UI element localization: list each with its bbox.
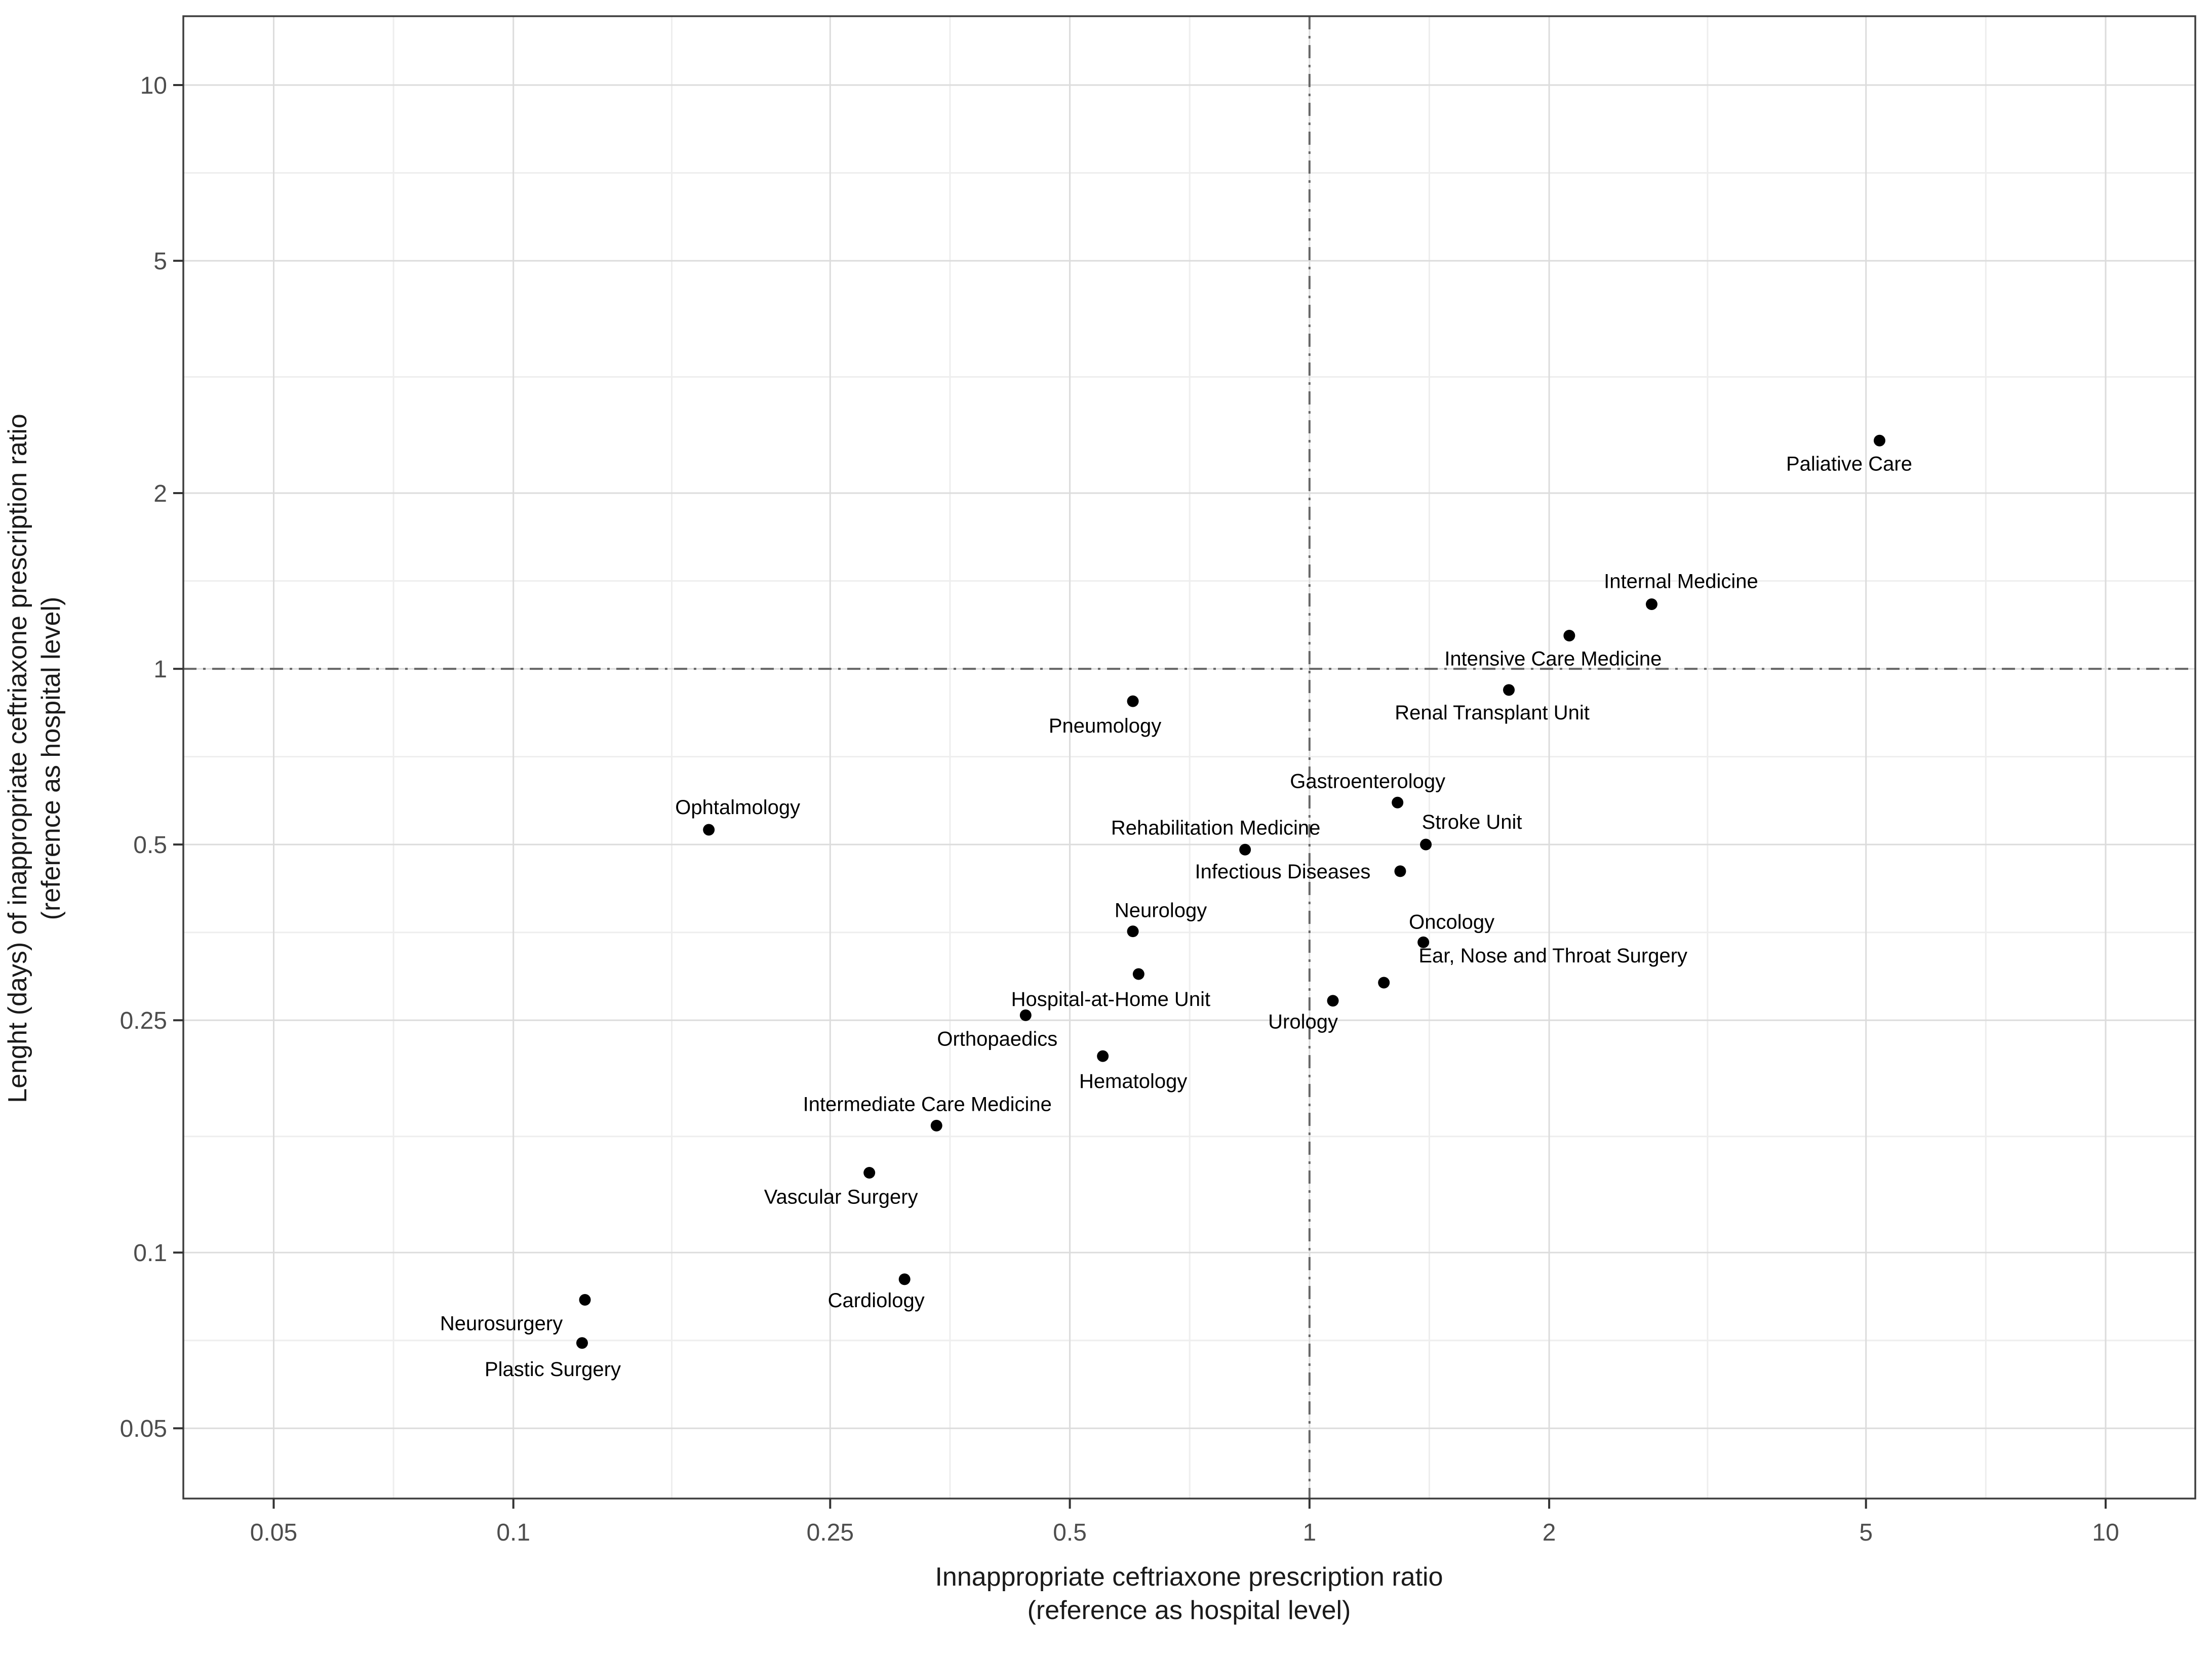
point-label: Intensive Care Medicine — [1444, 648, 1662, 670]
reference-lines — [183, 16, 2195, 1499]
point-label: Neurology — [1115, 900, 1207, 922]
y-axis-title: Lenght (days) of inappropriate ceftriaxo… — [3, 414, 66, 1103]
data-point — [1503, 684, 1515, 696]
data-points — [576, 434, 1885, 1349]
data-point — [1417, 936, 1430, 948]
point-label: Ophtalmology — [675, 796, 800, 819]
y-axis-title-line2: (reference as hospital level) — [36, 597, 66, 920]
axis-ticks — [173, 84, 2107, 1509]
y-tick-label: 2 — [153, 480, 167, 507]
data-point — [1127, 925, 1139, 938]
y-tick-label: 0.5 — [133, 832, 167, 859]
y-tick-label: 0.1 — [133, 1240, 167, 1267]
data-point — [1392, 796, 1404, 809]
point-label: Intermediate Care Medicine — [803, 1093, 1052, 1115]
data-point — [1394, 865, 1406, 877]
data-point — [1563, 629, 1575, 641]
data-point — [930, 1119, 942, 1131]
point-label: Infectious Diseases — [1195, 861, 1371, 883]
point-label: Rehabilitation Medicine — [1111, 817, 1321, 839]
point-labels: Paliative Care Internal Medicine Intensive… — [440, 453, 1912, 1380]
point-label: Orthopaedics — [937, 1028, 1057, 1050]
data-point — [1132, 968, 1144, 980]
data-point — [898, 1273, 911, 1285]
y-tick-label: 0.05 — [120, 1416, 167, 1442]
panel-border — [182, 15, 2196, 1500]
data-point — [576, 1337, 588, 1349]
data-point — [579, 1294, 591, 1306]
point-label: Stroke Unit — [1422, 811, 1522, 833]
data-point — [1019, 1009, 1032, 1021]
data-point — [1378, 977, 1390, 989]
plot-panel: 0.05 0.1 0.25 0.5 1 2 5 10 0.05 0.1 0.25 0.5 1 2 5 10 Pa… — [120, 15, 2196, 1546]
y-tick-label: 1 — [153, 656, 167, 683]
data-point — [1239, 843, 1251, 856]
x-tick-label: 2 — [1543, 1519, 1556, 1546]
data-point — [863, 1166, 876, 1179]
x-tick-label: 10 — [2092, 1519, 2119, 1546]
x-tick-label: 0.5 — [1053, 1519, 1087, 1546]
point-label: Urology — [1268, 1011, 1338, 1033]
y-tick-label: 0.25 — [120, 1007, 167, 1034]
point-label: Ear, Nose and Throat Surgery — [1418, 945, 1687, 967]
x-axis-title-line2: (reference as hospital level) — [1028, 1596, 1351, 1625]
point-label: Hematology — [1079, 1070, 1187, 1093]
point-label: Internal Medicine — [1604, 571, 1758, 593]
point-label: Gastroenterology — [1290, 770, 1445, 792]
data-point — [703, 824, 715, 836]
y-tick-label: 10 — [140, 72, 167, 99]
point-label: Cardiology — [828, 1289, 925, 1312]
y-tick-label: 5 — [153, 248, 167, 275]
data-point — [1873, 434, 1885, 447]
data-point — [1645, 598, 1657, 611]
x-tick-label: 5 — [1859, 1519, 1873, 1546]
point-label: Plastic Surgery — [485, 1358, 621, 1381]
x-axis-title: Innappropriate ceftriaxone prescription … — [935, 1562, 1443, 1625]
minor-gridlines — [183, 16, 2195, 1499]
point-label: Neurosurgery — [440, 1312, 563, 1335]
point-label: Oncology — [1409, 911, 1494, 933]
point-label: Vascular Surgery — [764, 1186, 918, 1208]
x-tick-label: 0.1 — [496, 1519, 530, 1546]
y-tick-labels: 0.05 0.1 0.25 0.5 1 2 5 10 — [120, 72, 167, 1442]
point-label: Hospital-at-Home Unit — [1011, 988, 1210, 1011]
data-point — [1327, 995, 1339, 1007]
point-label: Paliative Care — [1786, 453, 1912, 475]
x-tick-label: 1 — [1302, 1519, 1316, 1546]
x-tick-labels: 0.05 0.1 0.25 0.5 1 2 5 10 — [250, 1519, 2119, 1546]
x-tick-label: 0.25 — [807, 1519, 854, 1546]
x-tick-label: 0.05 — [250, 1519, 297, 1546]
data-point — [1127, 695, 1139, 707]
major-gridlines — [183, 16, 2195, 1499]
x-axis-title-line1: Innappropriate ceftriaxone prescription … — [935, 1562, 1443, 1592]
point-label: Renal Transplant Unit — [1395, 702, 1590, 724]
data-point — [1420, 838, 1432, 851]
point-label: Pneumology — [1049, 715, 1161, 737]
data-point — [1097, 1050, 1109, 1062]
y-axis-title-line1: Lenght (days) of inappropriate ceftriaxo… — [3, 414, 32, 1103]
